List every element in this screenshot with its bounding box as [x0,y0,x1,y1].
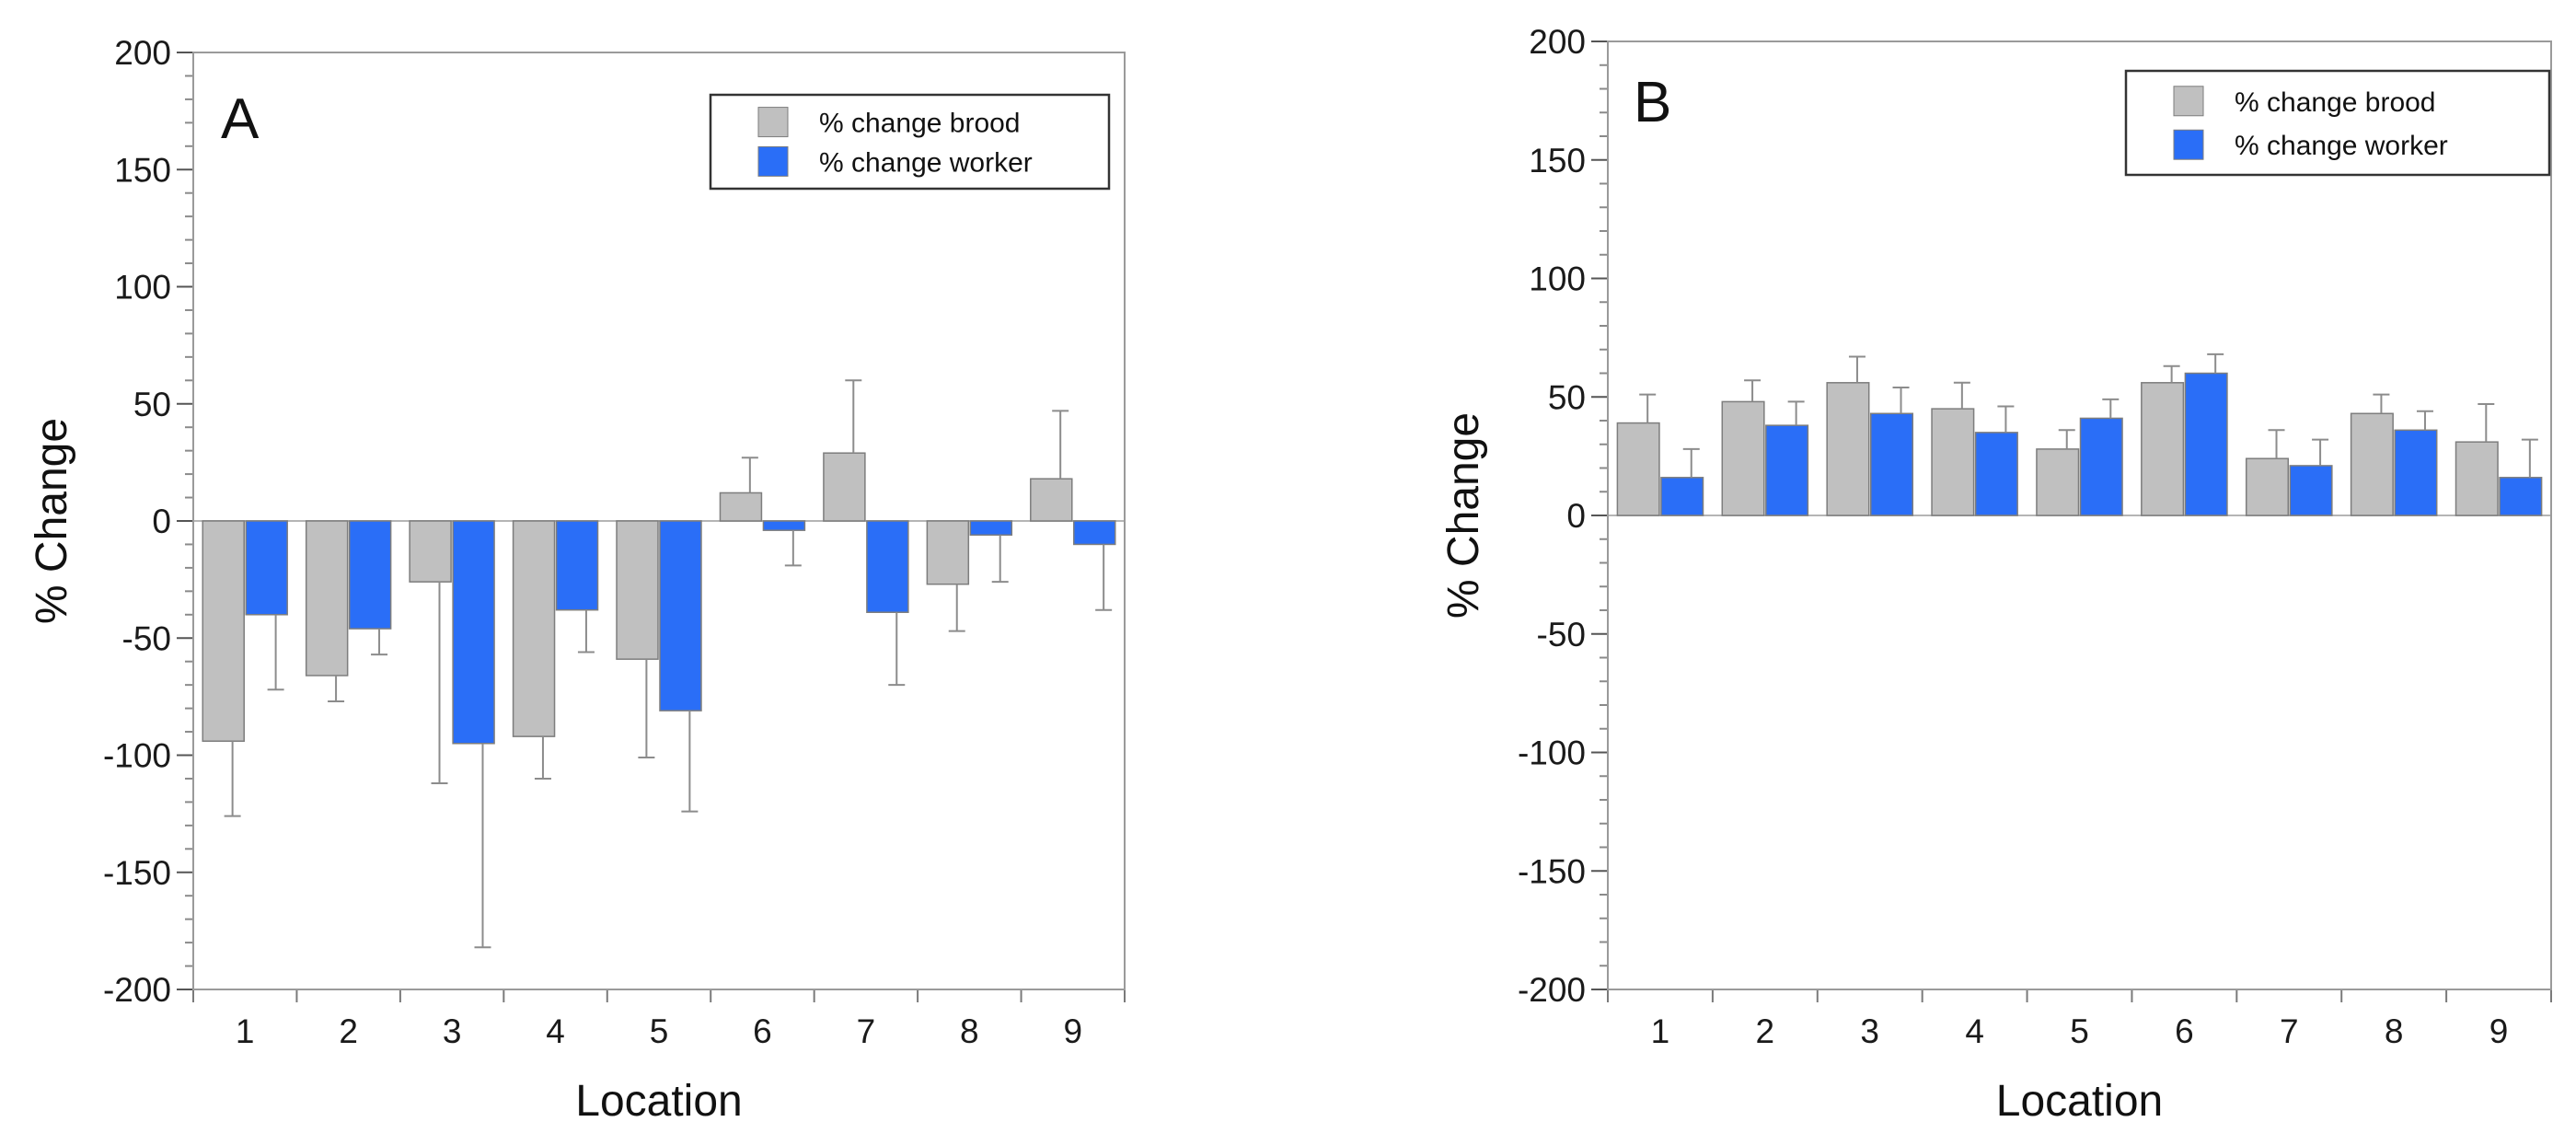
y-tick-label: -200 [103,971,171,1009]
y-tick-label: -100 [103,737,171,775]
bar [512,520,556,737]
y-axis-title: % Change [1439,412,1488,619]
x-tick-label: 4 [1965,1012,1984,1050]
x-tick-label: 1 [236,1012,255,1050]
x-tick-label: 9 [1063,1012,1082,1050]
bar [1931,408,1975,516]
x-tick-label: 4 [546,1012,565,1050]
bar [719,492,763,522]
bar [659,520,702,711]
bar [452,520,495,745]
legend-swatch [2173,86,2204,117]
y-tick-label: 150 [114,151,171,189]
y-tick-label: 100 [1529,260,1586,298]
bar [2394,429,2438,516]
x-tick-label: 5 [2070,1012,2089,1050]
y-tick-label: -200 [1518,971,1586,1009]
x-tick-label: 6 [753,1012,772,1050]
bar [2499,477,2543,516]
y-tick-label: -150 [1518,852,1586,890]
bar [348,520,392,630]
bar [1073,520,1116,546]
bar [2289,465,2333,516]
bar [2455,441,2499,516]
bar [409,520,452,583]
bar [1765,424,1809,516]
bar [2184,372,2228,516]
x-tick-label: 5 [650,1012,669,1050]
bar [1869,412,1914,516]
bar [1030,478,1073,522]
bar [926,520,970,585]
series-brood [202,379,1073,817]
legend-label: % change worker [819,147,1033,178]
x-tick-label: 8 [960,1012,979,1050]
y-tick-label: -100 [1518,734,1586,772]
x-tick-label: 3 [1860,1012,1879,1050]
bar [1721,400,1765,516]
bar [2350,412,2394,516]
y-tick-label: 50 [1548,378,1586,416]
bar [1974,432,2018,516]
y-tick-label: -150 [103,854,171,892]
bar [1616,422,1660,516]
x-tick-label: 2 [1756,1012,1775,1050]
x-tick-label: 8 [2385,1012,2404,1050]
legend-label: % change brood [819,109,1021,139]
bar [555,520,599,611]
bar [823,452,866,522]
panel-label: B [1634,71,1671,134]
bar [305,520,349,677]
bar [1826,382,1870,516]
x-tick-label: 2 [339,1012,358,1050]
legend-label: % change brood [2235,87,2436,118]
plot-frame [192,52,1126,990]
bar [245,520,288,616]
x-axis-title: Location [1996,1077,2163,1126]
chart-panel-b: -200 -150 -100 -50 0 50 100 150 200 1 2 3 4 5 6 7 8 9 Loca… [1439,23,2552,1126]
series-worker [245,520,1116,949]
x-axis-title: Location [575,1077,742,1126]
legend: % change brood % change worker [2124,69,2551,177]
legend-label: % change worker [2235,131,2448,161]
y-tick-label: -50 [122,619,171,657]
x-tick-label: 1 [1651,1012,1670,1050]
x-tick-label: 7 [857,1012,876,1050]
x-tick-label: 3 [443,1012,462,1050]
series-brood [1616,355,2499,516]
x-tick-label: 7 [2280,1012,2299,1050]
x-tick-label: 6 [2175,1012,2194,1050]
bar [2036,448,2080,516]
y-tick-label: 0 [1566,497,1586,535]
bar [1660,477,1704,516]
legend-swatch [757,145,789,177]
x-tick-label: 9 [2489,1012,2509,1050]
chart-panel-a: -200 -150 -100 -50 0 50 100 150 200 1 2 3 4 5 6 7 8 9 Loca… [28,34,1126,1126]
y-tick-label: 100 [114,269,171,306]
bar [616,520,659,660]
y-tick-label: 0 [152,503,171,540]
legend: % change brood % change worker [709,93,1111,191]
panel-label: A [221,87,260,151]
bar [2079,417,2123,516]
bar [762,520,806,531]
bar [866,520,909,614]
bar [969,520,1013,537]
plot-frame [1607,40,2552,990]
legend-swatch [2173,129,2204,160]
y-tick-label: 150 [1529,142,1586,179]
bar [202,520,245,742]
y-tick-label: -50 [1537,616,1586,653]
y-tick-label: 200 [1529,23,1586,61]
y-tick-label: 50 [133,386,171,423]
legend-swatch [757,107,789,138]
series-worker [1660,353,2543,516]
y-axis-title: % Change [28,418,76,624]
bar [2245,457,2290,516]
bar [2141,382,2185,516]
y-tick-label: 200 [114,34,171,72]
